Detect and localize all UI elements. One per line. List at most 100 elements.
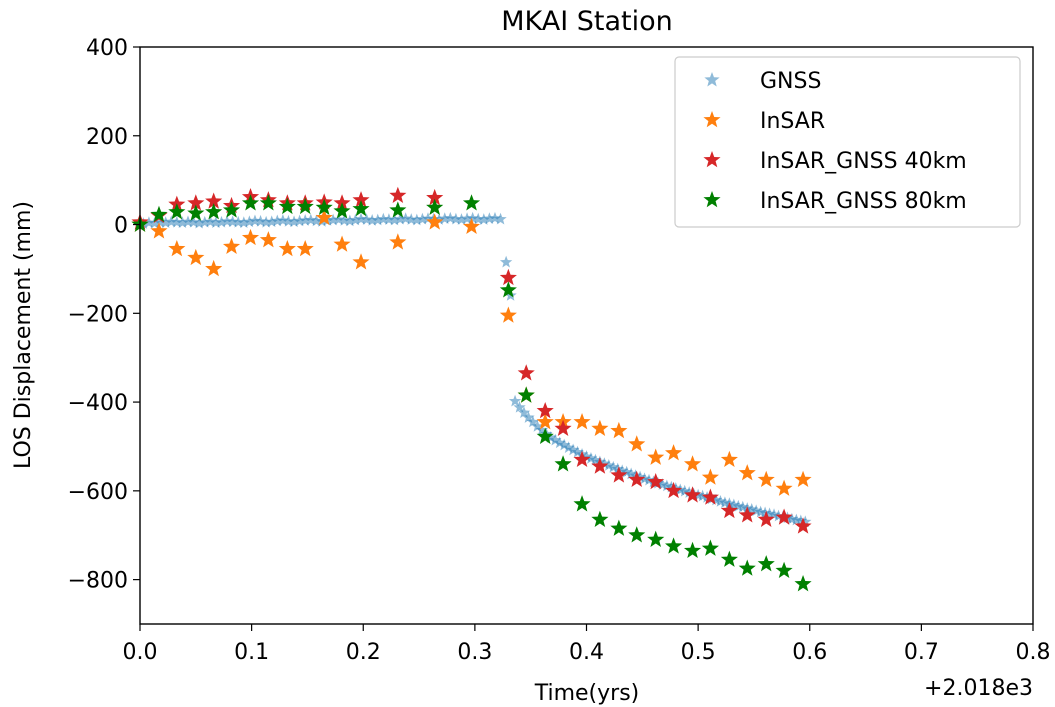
data-point xyxy=(720,550,738,567)
data-point xyxy=(573,495,591,512)
data-point xyxy=(557,438,571,451)
y-tick-label: −600 xyxy=(68,480,128,505)
data-point xyxy=(589,453,602,466)
chart-title: MKAI Station xyxy=(501,6,673,37)
data-point xyxy=(460,212,474,225)
legend-label: InSAR_GNSS 80km xyxy=(760,189,967,214)
data-point xyxy=(499,281,517,298)
data-point xyxy=(382,213,396,225)
x-axis-label: Time(yrs) xyxy=(534,681,640,706)
data-point xyxy=(187,194,205,211)
data-point xyxy=(220,214,234,227)
data-point xyxy=(602,459,616,471)
y-tick-label: −400 xyxy=(68,391,128,416)
data-point xyxy=(259,215,273,228)
y-axis: −800 −600 −400 −200 0 200 400 xyxy=(68,36,140,594)
data-point xyxy=(610,421,628,439)
data-point xyxy=(562,441,575,454)
data-point xyxy=(584,451,598,464)
data-point xyxy=(665,444,683,461)
data-point xyxy=(580,450,593,462)
data-point xyxy=(150,205,168,223)
data-point xyxy=(499,306,517,323)
data-point xyxy=(148,216,161,229)
data-point xyxy=(647,448,665,465)
data-point xyxy=(522,411,535,423)
data-point xyxy=(265,215,278,228)
data-point xyxy=(610,519,628,536)
data-point xyxy=(153,215,167,228)
data-point xyxy=(259,231,277,248)
data-point xyxy=(620,465,633,478)
data-point xyxy=(278,197,296,215)
legend-marker xyxy=(703,151,721,168)
data-point xyxy=(536,413,554,430)
data-point xyxy=(628,470,646,488)
data-point xyxy=(416,212,429,225)
data-point xyxy=(647,472,665,490)
data-point xyxy=(544,431,557,443)
series-1 xyxy=(131,208,812,496)
data-point xyxy=(237,216,250,229)
data-point xyxy=(343,214,357,227)
data-point xyxy=(591,510,609,527)
series-3 xyxy=(131,194,812,592)
data-point xyxy=(243,215,256,228)
data-point xyxy=(571,445,584,458)
data-point xyxy=(683,486,702,503)
data-point xyxy=(393,212,407,225)
data-point xyxy=(192,216,206,229)
data-point xyxy=(282,214,295,227)
data-point xyxy=(254,214,267,227)
x-tick-label: 0.6 xyxy=(792,640,827,665)
legend-box xyxy=(674,56,1021,228)
y-tick-label: −800 xyxy=(68,569,128,594)
data-point xyxy=(536,427,554,444)
data-point xyxy=(683,455,702,472)
data-point xyxy=(611,462,624,475)
data-point xyxy=(287,215,301,228)
data-point xyxy=(352,191,370,208)
data-point xyxy=(232,215,245,228)
data-point xyxy=(176,216,189,229)
data-point xyxy=(310,214,323,227)
data-point xyxy=(508,394,522,407)
data-point xyxy=(159,216,172,229)
data-point xyxy=(799,515,812,528)
data-point xyxy=(389,186,407,203)
data-point xyxy=(566,443,580,456)
data-point xyxy=(794,470,812,488)
data-point xyxy=(168,203,186,220)
data-point xyxy=(421,212,435,225)
data-point xyxy=(187,204,205,221)
data-point xyxy=(205,259,223,277)
data-point xyxy=(222,201,241,218)
data-point xyxy=(299,214,312,226)
data-point xyxy=(181,215,195,228)
data-point xyxy=(633,470,647,483)
data-point xyxy=(226,215,239,228)
data-point xyxy=(598,457,611,470)
data-point xyxy=(352,200,370,217)
data-point xyxy=(517,386,535,403)
y-tick-label: 200 xyxy=(86,125,128,150)
data-point xyxy=(701,488,719,505)
data-point xyxy=(553,436,566,449)
data-point xyxy=(296,197,314,215)
x-tick-label: 0.0 xyxy=(123,640,158,665)
data-point xyxy=(438,212,451,225)
data-point xyxy=(333,235,351,252)
data-point xyxy=(549,433,562,446)
data-point xyxy=(187,215,200,228)
legend-marker xyxy=(703,191,721,208)
data-point xyxy=(352,253,370,270)
data-point xyxy=(794,575,812,592)
data-point xyxy=(405,213,418,225)
data-point xyxy=(271,214,284,227)
data-point xyxy=(738,506,756,523)
data-point xyxy=(775,479,793,496)
data-point xyxy=(326,213,340,226)
data-point xyxy=(296,239,314,257)
data-point xyxy=(536,401,554,419)
data-point xyxy=(554,419,572,436)
